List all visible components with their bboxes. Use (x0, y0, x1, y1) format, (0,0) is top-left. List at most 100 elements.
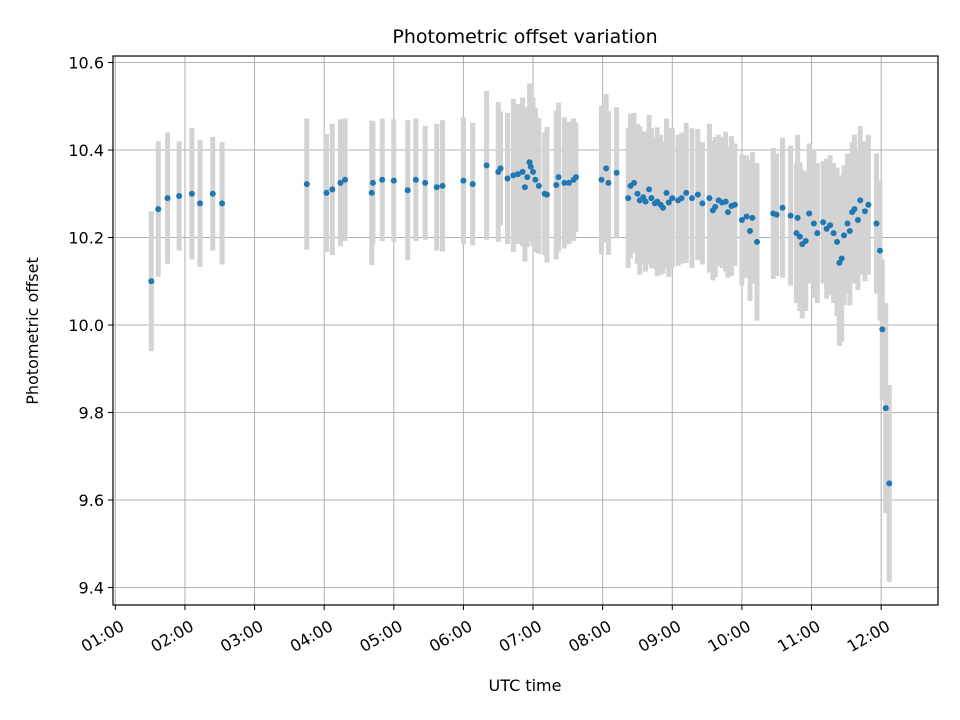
data-point (747, 227, 754, 234)
data-point (861, 208, 868, 215)
data-point (625, 195, 632, 202)
data-point (876, 247, 883, 254)
data-point (794, 214, 801, 221)
data-point (646, 186, 653, 193)
data-point (303, 181, 310, 188)
data-point (323, 189, 330, 196)
data-point (412, 176, 419, 183)
data-point (773, 211, 780, 218)
data-point (422, 179, 429, 186)
data-point (820, 219, 827, 226)
data-point (613, 169, 620, 176)
data-point (787, 212, 794, 219)
data-point (527, 163, 534, 170)
data-point (535, 182, 542, 189)
data-point (530, 168, 537, 175)
y-axis: 9.4 9.6 9.8 10.0 10.2 10.4 10.6 (68, 54, 113, 598)
data-point (519, 168, 526, 175)
data-point (369, 179, 376, 186)
data-point (521, 184, 528, 191)
data-point (483, 162, 490, 169)
chart-title: Photometric offset variation (392, 26, 657, 48)
data-point (566, 179, 573, 186)
data-point (469, 181, 476, 188)
data-point (678, 195, 685, 202)
data-point (634, 190, 641, 197)
data-point (368, 189, 375, 196)
data-point (882, 405, 889, 412)
data-point (439, 182, 446, 189)
data-point (827, 222, 834, 229)
data-point (390, 177, 397, 184)
data-point (598, 176, 605, 183)
y-tick-label: 10.2 (68, 229, 104, 248)
data-point (814, 230, 821, 237)
data-point (886, 480, 893, 487)
data-point (572, 174, 579, 181)
data-point (753, 238, 760, 245)
data-point (188, 190, 195, 197)
data-points (148, 159, 893, 487)
data-point (379, 176, 386, 183)
data-point (532, 176, 539, 183)
data-point (524, 174, 531, 181)
data-point (724, 209, 731, 216)
data-point (699, 200, 706, 207)
data-point (834, 238, 841, 245)
data-point (553, 182, 560, 189)
data-point (219, 200, 226, 207)
data-point (846, 227, 853, 234)
data-point (663, 189, 670, 196)
data-point (738, 217, 745, 224)
data-point (731, 201, 738, 208)
plot-frame (112, 55, 939, 606)
data-point (342, 176, 349, 183)
data-point (810, 220, 817, 227)
data-point (873, 220, 880, 227)
data-point (504, 175, 511, 182)
data-point (605, 179, 612, 186)
data-point (796, 233, 803, 240)
data-point (209, 190, 216, 197)
data-point (543, 191, 550, 198)
data-point (683, 189, 690, 196)
data-point (404, 187, 411, 194)
data-point (854, 217, 861, 224)
data-point (433, 184, 440, 191)
data-point (830, 230, 837, 237)
y-tick-label: 9.6 (79, 491, 104, 510)
y-tick-label: 10.4 (68, 141, 104, 160)
data-point (806, 210, 813, 217)
data-point (603, 165, 610, 172)
data-point (460, 177, 467, 184)
data-point (743, 213, 750, 220)
data-point (851, 206, 858, 213)
data-point (712, 203, 719, 210)
y-tick-label: 9.8 (79, 404, 104, 423)
data-point (148, 278, 155, 285)
data-point (642, 198, 649, 205)
data-point (555, 174, 562, 181)
data-point (630, 179, 637, 186)
data-point (197, 200, 204, 207)
data-point (514, 171, 521, 178)
data-point (749, 214, 756, 221)
data-point (497, 165, 504, 172)
data-point (841, 232, 848, 239)
data-point (665, 199, 672, 206)
data-point (510, 172, 517, 179)
data-point (689, 195, 696, 202)
data-point (694, 191, 701, 198)
data-point (865, 201, 872, 208)
data-point (337, 179, 344, 186)
data-point (879, 326, 886, 333)
data-point (660, 204, 666, 211)
y-tick-label: 10.6 (68, 54, 104, 73)
data-point (802, 238, 809, 245)
data-point (779, 204, 786, 211)
data-point (164, 195, 171, 202)
y-tick-label: 9.4 (79, 579, 104, 598)
data-point (155, 206, 162, 213)
